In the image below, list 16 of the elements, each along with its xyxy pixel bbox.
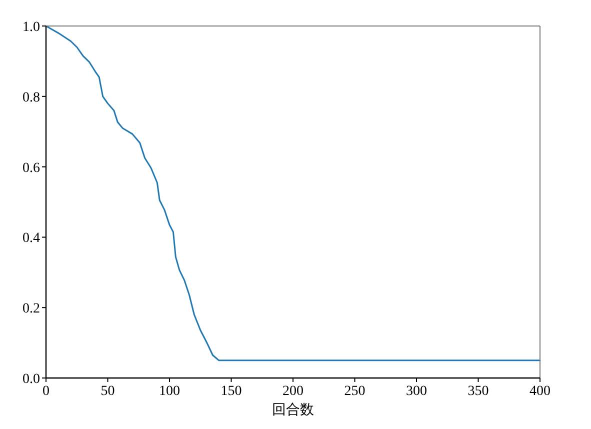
x-tick-label: 350 (468, 384, 489, 399)
y-tick-label: 0.6 (22, 160, 40, 176)
x-tick-label: 150 (220, 384, 242, 399)
y-tick-label: 0.2 (22, 302, 40, 317)
x-tick-label: 200 (282, 384, 304, 399)
x-axis-title: 回合数 (272, 402, 314, 418)
y-tick-label: 0.0 (22, 372, 40, 387)
x-tick-label: 100 (159, 384, 180, 399)
y-tick-label: 0.4 (22, 231, 40, 246)
x-tick-label: 300 (406, 384, 427, 399)
x-tick-label: 0 (42, 384, 50, 399)
x-tick-label: 250 (344, 384, 366, 399)
x-tick-label: 400 (530, 384, 550, 399)
x-tick-label: 50 (100, 384, 115, 399)
y-tick-label: 0.8 (22, 90, 40, 106)
y-tick-label: 1.0 (22, 20, 40, 35)
